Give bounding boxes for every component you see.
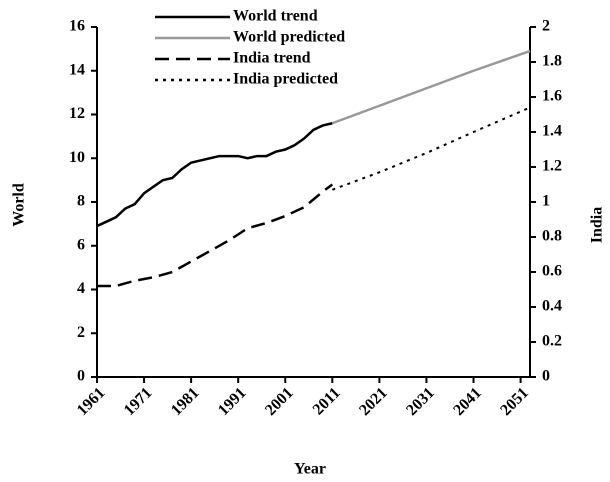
- x-tick-label: 2021: [356, 384, 391, 419]
- x-tick-label: 1971: [121, 384, 156, 419]
- x-tick-label: 2051: [497, 384, 532, 419]
- y2-tick-label: 0: [542, 368, 550, 385]
- y2-axis-label: India: [589, 207, 606, 243]
- x-tick-label: 2011: [310, 384, 344, 418]
- x-tick-label: 2041: [450, 384, 485, 419]
- y2-tick-label: 1: [542, 193, 550, 210]
- line-series: [97, 183, 334, 288]
- line-series: [331, 49, 531, 125]
- x-tick-label: 1981: [168, 384, 203, 419]
- line-series: [331, 106, 531, 191]
- x-tick-label: 1961: [74, 384, 109, 419]
- y-tick-label: 16: [69, 18, 85, 35]
- y2-tick-label: 0.2: [542, 333, 562, 350]
- y-tick-label: 14: [69, 61, 85, 78]
- y2-tick-label: 1.4: [542, 123, 562, 140]
- y2-tick-label: 0.8: [542, 228, 562, 245]
- legend-label: India trend: [233, 50, 311, 67]
- x-tick-label: 2031: [403, 384, 438, 419]
- legend-label: World predicted: [233, 29, 345, 46]
- legend-label: World trend: [233, 8, 318, 25]
- y-tick-label: 10: [69, 149, 85, 166]
- y2-tick-label: 0.6: [542, 263, 562, 280]
- y-tick-label: 8: [77, 193, 85, 210]
- line-series: [96, 122, 333, 228]
- legend-label: India predicted: [233, 71, 338, 88]
- y-tick-label: 12: [69, 105, 85, 122]
- x-tick-label: 2001: [262, 384, 297, 419]
- y2-tick-label: 1.2: [542, 158, 562, 175]
- y-tick-label: 0: [77, 368, 85, 385]
- y2-tick-label: 2: [542, 18, 550, 35]
- y2-tick-label: 1.6: [542, 88, 562, 105]
- y-tick-label: 2: [77, 324, 85, 341]
- x-tick-label: 1991: [215, 384, 250, 419]
- y-axis-label: World: [11, 183, 28, 227]
- y-tick-label: 6: [77, 236, 85, 253]
- x-axis-label: Year: [294, 461, 326, 478]
- y2-tick-label: 1.8: [542, 53, 562, 70]
- y2-tick-label: 0.4: [542, 298, 562, 315]
- y-tick-label: 4: [77, 280, 85, 297]
